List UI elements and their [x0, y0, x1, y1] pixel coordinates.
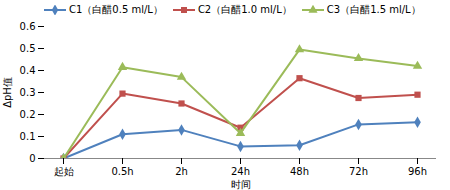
svg-text:0.5: 0.5 [20, 43, 36, 54]
svg-text:起始: 起始 [54, 166, 74, 177]
svg-text:0.1: 0.1 [20, 131, 36, 142]
svg-text:0: 0 [29, 153, 35, 164]
svg-text:0.4: 0.4 [20, 65, 36, 76]
svg-text:96h: 96h [408, 166, 427, 177]
html-text:C2（白醋1.0 ml/L）: C2（白醋1.0 ml/L） [197, 4, 292, 15]
svg-text:0.6: 0.6 [20, 21, 36, 32]
svg-text:ΔpH值: ΔpH值 [2, 77, 13, 108]
svg-text:0.3: 0.3 [20, 87, 36, 98]
svg-text:时间: 时间 [231, 179, 251, 190]
svg-text:2h: 2h [175, 166, 188, 177]
svg-text:48h: 48h [290, 166, 309, 177]
svg-text:72h: 72h [349, 166, 368, 177]
svg-text:0.2: 0.2 [20, 109, 36, 120]
svg-text:24h: 24h [231, 166, 250, 177]
html-text:C1（白醋0.5 ml/L）: C1（白醋0.5 ml/L） [69, 4, 163, 15]
html-text:C3（白醋1.5 ml/L）: C3（白醋1.5 ml/L） [326, 4, 421, 15]
svg-text:0.5h: 0.5h [111, 166, 133, 177]
